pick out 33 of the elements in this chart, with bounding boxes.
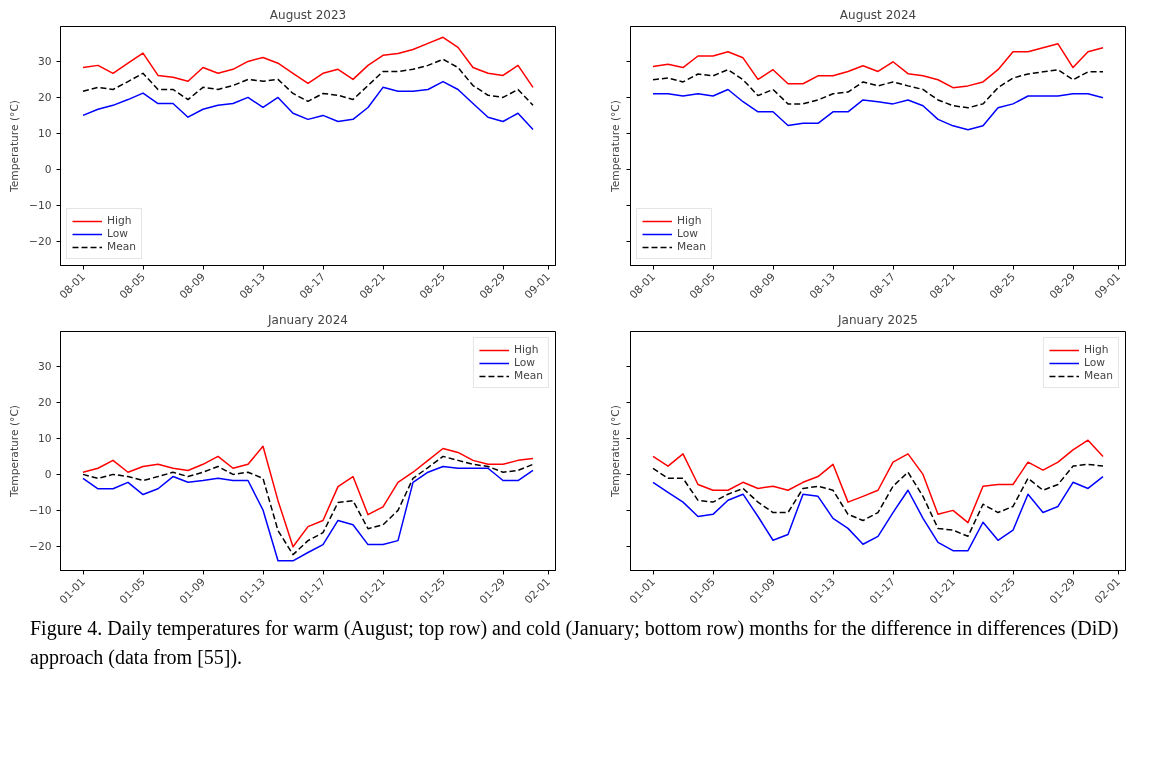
legend-label: Mean bbox=[1083, 369, 1113, 382]
chart-title: August 2023 bbox=[269, 7, 347, 22]
legend-label: Low bbox=[677, 227, 698, 240]
y-tick-label: −10 bbox=[29, 504, 52, 518]
legend-label: Low bbox=[107, 227, 128, 240]
caption: Figure 4. Daily temperatures for warm (August; top row) and cold (January; bottom row) months for the difference in differences (DiD) approach (data from [55]). bbox=[30, 616, 1120, 671]
y-tick-label: 10 bbox=[37, 127, 52, 141]
legend-label: High bbox=[513, 343, 539, 356]
legend-label: Mean bbox=[107, 240, 137, 253]
y-tick-label: 0 bbox=[44, 163, 52, 177]
legend-label: Low bbox=[1083, 356, 1105, 369]
y-axis-title: Temperature (°C) bbox=[608, 405, 622, 498]
y-axis-title: Temperature (°C) bbox=[8, 100, 22, 193]
legend-label: High bbox=[677, 214, 702, 227]
legend-label: Mean bbox=[677, 240, 707, 253]
chart-title: August 2024 bbox=[839, 7, 917, 22]
legend-label: High bbox=[107, 214, 132, 227]
y-tick-label: 30 bbox=[37, 360, 52, 374]
y-axis-title: Temperature (°C) bbox=[8, 405, 22, 498]
y-tick-label: −10 bbox=[29, 199, 52, 213]
legend-label: Mean bbox=[513, 369, 543, 382]
chart-title: January 2024 bbox=[267, 312, 348, 327]
y-tick-label: 10 bbox=[37, 432, 52, 446]
legend-label: High bbox=[1083, 343, 1109, 356]
y-tick-label: −20 bbox=[29, 235, 52, 249]
y-axis-title: Temperature (°C) bbox=[608, 100, 622, 193]
legend-label: Low bbox=[513, 356, 535, 369]
y-tick-label: 20 bbox=[37, 396, 52, 410]
y-tick-label: 30 bbox=[37, 55, 52, 69]
y-tick-label: 0 bbox=[44, 468, 52, 482]
chart-title: January 2025 bbox=[837, 312, 918, 327]
y-tick-label: 20 bbox=[37, 91, 52, 105]
y-tick-label: −20 bbox=[29, 540, 52, 554]
